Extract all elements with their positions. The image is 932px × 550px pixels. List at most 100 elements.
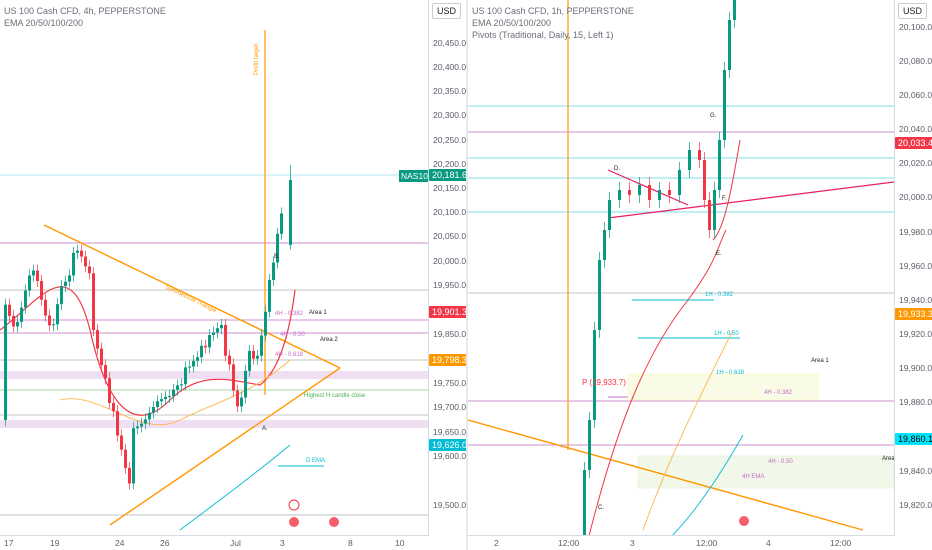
- point-d-label: D.: [614, 166, 620, 172]
- candle-body: [618, 190, 621, 200]
- point-f-label: F.: [722, 196, 727, 202]
- price-tick: 19,880.0: [899, 397, 932, 407]
- fib-1h-382-label: 1H - 0.382: [705, 292, 734, 298]
- candle-body: [658, 190, 661, 200]
- price-tick: 20,000.0: [899, 192, 932, 202]
- candle-body: [208, 335, 211, 347]
- candle-body: [240, 398, 243, 407]
- candle-body: [703, 160, 706, 200]
- price-tick: 19,900.0: [899, 363, 932, 373]
- fib-4h-50-label: 4H - 0.50: [768, 459, 793, 465]
- candle-body: [224, 325, 227, 356]
- price-axis-4h[interactable]: USD 20,450.0 20,400.0 20,350.0 20,300.0 20,2…: [428, 0, 466, 536]
- price-tick: 19,940.0: [899, 295, 932, 305]
- time-tick: 17: [4, 538, 13, 548]
- last-price-tag: 20,181.6: [429, 169, 466, 181]
- point-b-label: B.: [274, 254, 280, 260]
- candle-body: [260, 336, 263, 356]
- time-axis-1h[interactable]: 2 12:00 3 12:00 4 12:00: [468, 535, 894, 550]
- legend-title: US 100 Cash CFD, 4h, PEPPERSTONE: [4, 5, 166, 17]
- price-tick: 19,600.0: [433, 451, 466, 461]
- candle-body: [12, 316, 15, 327]
- candle-body: [152, 407, 155, 413]
- candle-body: [164, 397, 167, 399]
- candle-body: [723, 70, 726, 140]
- candle-body: [88, 266, 91, 273]
- candle-body: [733, 0, 736, 20]
- candle-body: [140, 424, 143, 427]
- candle-body: [32, 271, 35, 276]
- candle-body: [20, 308, 23, 322]
- candle-body: [8, 305, 11, 316]
- currency-button[interactable]: USD: [432, 3, 461, 19]
- time-tick: 3: [280, 538, 285, 548]
- legend-title: US 100 Cash CFD, 1h, PEPPERSTONE: [472, 5, 634, 17]
- currency-button[interactable]: USD: [898, 3, 927, 19]
- candle-body: [136, 427, 139, 429]
- profit-target-label: Profit target: [254, 44, 260, 75]
- time-tick: 12:00: [696, 538, 717, 548]
- price-tick: 19,920.0: [899, 329, 932, 339]
- chart-canvas-1h[interactable]: D. G. F. E. C. 1H - 0.382 1H - 0.50 1H -…: [468, 0, 932, 550]
- candle-body: [256, 356, 259, 359]
- price-tick: 19,950.0: [433, 280, 466, 290]
- time-tick: 12:00: [830, 538, 851, 548]
- legend-4h: US 100 Cash CFD, 4h, PEPPERSTONE EMA 20/…: [4, 5, 166, 29]
- chart-panel-4h[interactable]: Profit target Symmetrical Triangle Area …: [0, 0, 466, 550]
- candle-body: [28, 275, 31, 290]
- candle-body: [184, 367, 187, 384]
- candle-body: [678, 170, 681, 195]
- candle-body: [244, 371, 247, 398]
- time-tick: 12:00: [558, 538, 579, 548]
- candle-body: [280, 213, 283, 233]
- candle-body: [100, 349, 103, 365]
- candle-body: [608, 200, 611, 230]
- price-tick: 19,650.0: [433, 427, 466, 437]
- ema-label: D EMA: [306, 458, 325, 464]
- candle-body: [120, 436, 123, 450]
- event-lightning-icon[interactable]: [289, 500, 299, 510]
- candle-body: [64, 282, 67, 286]
- ema-price-tag: 19,933.3: [895, 308, 932, 320]
- price-tick: 19,980.0: [899, 227, 932, 237]
- candle-body: [628, 190, 631, 195]
- candle-body: [4, 305, 7, 420]
- us-flag-icon[interactable]: [329, 517, 339, 527]
- candle-body: [713, 190, 716, 230]
- candle-body: [252, 351, 255, 359]
- us-flag-icon[interactable]: [739, 516, 749, 526]
- time-tick: 2: [494, 538, 499, 548]
- time-tick: 8: [348, 538, 353, 548]
- candle-body: [144, 419, 147, 423]
- candle-body: [180, 384, 183, 385]
- candle-body: [220, 325, 223, 328]
- last-price-tag: 20,033.4: [895, 137, 932, 149]
- candle-body: [188, 367, 191, 368]
- price-tick: 20,300.0: [433, 110, 466, 120]
- candle-body: [172, 390, 175, 396]
- us-flag-icon[interactable]: [289, 517, 299, 527]
- candle-body: [160, 399, 163, 401]
- candle-body: [289, 180, 292, 245]
- candle-body: [638, 185, 641, 195]
- candle-body: [72, 253, 75, 276]
- candle-body: [132, 428, 135, 483]
- price-tick: 20,150.0: [433, 183, 466, 193]
- time-axis-4h[interactable]: 17 19 24 26 Jul 3 8 10: [0, 535, 428, 550]
- candle-body: [40, 281, 43, 300]
- price-tick: 20,040.0: [899, 124, 932, 134]
- price-tick: 20,450.0: [433, 38, 466, 48]
- price-tick: 20,050.0: [433, 231, 466, 241]
- price-tick: 20,000.0: [433, 256, 466, 266]
- candle-body: [56, 304, 59, 324]
- price-tick: 20,100.0: [899, 22, 932, 32]
- price-axis-1h[interactable]: USD 20,100.0 20,080.0 20,060.0 20,040.0 20,0…: [894, 0, 932, 536]
- time-tick: 4: [766, 538, 771, 548]
- candle-body: [48, 316, 51, 326]
- candle-body: [168, 396, 171, 397]
- fib-618-label: 4H - 0.618: [275, 352, 304, 358]
- chart-canvas-4h[interactable]: Profit target Symmetrical Triangle Area …: [0, 0, 466, 550]
- chart-panel-1h[interactable]: D. G. F. E. C. 1H - 0.382 1H - 0.50 1H -…: [468, 0, 932, 550]
- area1-label: Area 1: [811, 358, 829, 364]
- candle-body: [728, 20, 731, 70]
